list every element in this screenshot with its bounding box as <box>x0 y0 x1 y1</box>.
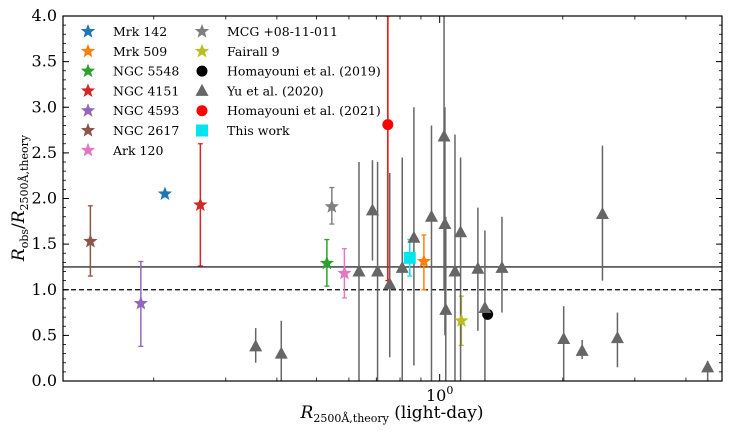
data-point <box>454 225 468 238</box>
data-point <box>383 277 397 290</box>
data-point <box>403 251 416 264</box>
legend-marker <box>196 65 208 77</box>
y-tick-label: 3.5 <box>32 52 57 71</box>
legend-label: Mrk 509 <box>113 44 167 59</box>
x-axis-label: R2500Å,theory (light-day) <box>300 403 484 425</box>
legend-label: Yu et al. (2020) <box>226 83 324 98</box>
data-point <box>365 203 379 216</box>
legend-item: NGC 4593 <box>80 103 179 118</box>
y-axis-label: Robs/R2500Å,theory <box>9 134 31 262</box>
legend-item: This work <box>196 123 290 138</box>
legend-label: Fairall 9 <box>227 44 280 59</box>
legend-label: Homayouni et al. (2021) <box>227 103 381 118</box>
plot-marks <box>63 16 722 381</box>
legend-marker <box>194 43 210 58</box>
x-tick-label: 100 <box>426 384 453 405</box>
data-point <box>701 360 715 373</box>
legend-label: MCG +08-11-011 <box>227 24 338 39</box>
legend-marker <box>80 63 96 78</box>
data-point <box>371 264 385 277</box>
legend-marker <box>80 24 96 38</box>
plot-area <box>63 16 722 381</box>
legend-marker <box>80 142 96 157</box>
legend-item: Ark 120 <box>80 142 163 158</box>
legend-item: Fairall 9 <box>194 43 280 59</box>
axes: R2500Å,theory (light-day) Robs/R2500Å,th… <box>9 6 723 425</box>
y-tick-label: 1.0 <box>32 280 57 299</box>
data-point <box>407 230 421 243</box>
data-point <box>157 186 173 201</box>
legend-label: NGC 4151 <box>113 83 179 98</box>
legend-label: NGC 5548 <box>113 64 179 79</box>
data-point <box>557 332 571 345</box>
legend-label: Ark 120 <box>112 143 163 158</box>
legend-item: Yu et al. (2020) <box>195 83 324 98</box>
data-point <box>337 265 352 280</box>
legend-marker <box>196 105 208 117</box>
data-point <box>454 313 469 327</box>
y-tick-label: 0.5 <box>32 325 57 344</box>
y-tick-label: 1.5 <box>32 234 57 253</box>
y-tick-label: 3.0 <box>32 97 57 116</box>
data-point <box>324 199 339 213</box>
legend-marker <box>195 83 209 96</box>
data-point <box>610 331 624 344</box>
legend-item: MCG +08-11-011 <box>194 24 338 39</box>
legend-item: Mrk 142 <box>80 24 167 39</box>
legend-item: Homayouni et al. (2019) <box>196 64 381 79</box>
data-point <box>193 197 208 211</box>
legend-marker <box>80 123 96 137</box>
legend-label: NGC 2617 <box>113 123 179 138</box>
x-tick-exponent: 0 <box>446 384 453 397</box>
data-point <box>439 302 453 315</box>
legend-item: NGC 5548 <box>80 63 179 79</box>
data-point <box>416 253 432 268</box>
legend-item: NGC 2617 <box>80 123 179 138</box>
legend: Mrk 142 Mrk 509 NGC 5548 NGC 4151 NGC 4593 NG… <box>80 24 381 158</box>
data-point <box>448 264 462 277</box>
legend-marker <box>80 103 96 117</box>
data-point <box>319 255 335 270</box>
data-point <box>438 217 452 230</box>
legend-marker <box>196 124 208 137</box>
legend-marker <box>80 83 96 97</box>
data-point <box>382 119 394 131</box>
legend-label: This work <box>227 123 290 138</box>
legend-item: Homayouni et al. (2021) <box>196 103 381 118</box>
legend-label: Homayouni et al. (2019) <box>227 64 381 79</box>
data-point <box>437 129 451 142</box>
legend-label: NGC 4593 <box>113 103 179 118</box>
data-point <box>495 260 509 273</box>
legend-label: Mrk 142 <box>113 24 167 39</box>
data-point <box>424 209 438 222</box>
data-point <box>352 264 366 277</box>
data-point <box>83 233 98 248</box>
data-point <box>249 339 263 352</box>
legend-item: Mrk 509 <box>80 43 167 59</box>
data-point <box>478 301 492 313</box>
data-point <box>595 207 609 220</box>
legend-item: NGC 4151 <box>80 83 179 98</box>
data-point <box>274 346 288 359</box>
data-point <box>133 295 148 310</box>
y-tick-label: 4.0 <box>32 6 57 25</box>
y-tick-label: 2.0 <box>32 189 57 208</box>
y-tick-label: 0.0 <box>32 371 57 390</box>
data-point <box>471 261 485 274</box>
legend-marker <box>80 43 96 58</box>
legend-marker <box>194 24 210 38</box>
data-point <box>575 343 589 356</box>
data-point <box>395 260 409 273</box>
y-tick-label: 2.5 <box>32 143 57 162</box>
